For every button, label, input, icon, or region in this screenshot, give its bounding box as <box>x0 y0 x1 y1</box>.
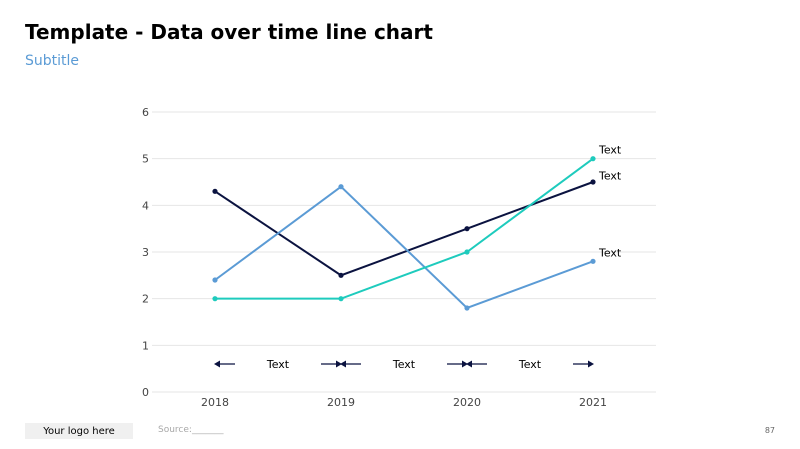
series-line <box>214 185 594 310</box>
page-number: 87 <box>764 426 775 435</box>
x-tick-label: 2021 <box>579 396 607 409</box>
x-tick-label: 2019 <box>327 396 355 409</box>
series-line <box>215 157 594 300</box>
data-point <box>338 272 344 278</box>
arrow-head-icon <box>462 360 468 368</box>
arrow-head-icon <box>336 360 342 368</box>
data-point <box>212 296 218 302</box>
arrow-head-icon <box>340 360 346 368</box>
y-tick-label: 2 <box>142 293 149 306</box>
data-point <box>590 258 596 264</box>
period-label: Text <box>392 358 416 371</box>
data-point <box>590 179 596 185</box>
period-annotations: Text Text Text <box>214 358 594 371</box>
y-tick-label: 3 <box>142 246 149 259</box>
x-tick-label: 2018 <box>201 396 229 409</box>
data-point <box>464 226 470 232</box>
y-tick-label: 6 <box>142 106 149 119</box>
page-title: Template - Data over time line chart <box>25 20 433 44</box>
source-note: Source:_______ <box>158 425 224 435</box>
arrow-head-icon <box>214 360 220 368</box>
arrow-head-icon <box>466 360 472 368</box>
period-label: Text <box>266 358 290 371</box>
arrow-head-icon <box>588 360 594 368</box>
series-line <box>214 181 594 277</box>
data-point <box>338 184 344 190</box>
series-lines <box>212 156 596 311</box>
period-label: Text <box>518 358 542 371</box>
page-subtitle: Subtitle <box>25 53 80 69</box>
series-end-label: Text <box>598 170 622 183</box>
data-point <box>212 188 218 194</box>
y-tick-label: 4 <box>142 199 149 212</box>
series-end-label: Text <box>598 144 622 157</box>
y-tick-label: 1 <box>142 339 149 352</box>
data-point <box>212 277 218 283</box>
x-tick-label: 2020 <box>453 396 481 409</box>
data-point <box>464 249 470 255</box>
y-tick-label: 5 <box>142 153 149 166</box>
data-point <box>338 296 344 302</box>
series-labels: Text Text Text <box>598 144 622 260</box>
data-point <box>590 156 596 162</box>
series-end-label: Text <box>598 246 622 259</box>
data-point <box>464 305 470 311</box>
logo-placeholder: Your logo here <box>25 423 133 439</box>
axis-ticks: 0 1 2 3 4 5 6 2018 2019 2020 2021 <box>142 106 607 409</box>
y-tick-label: 0 <box>142 386 149 399</box>
